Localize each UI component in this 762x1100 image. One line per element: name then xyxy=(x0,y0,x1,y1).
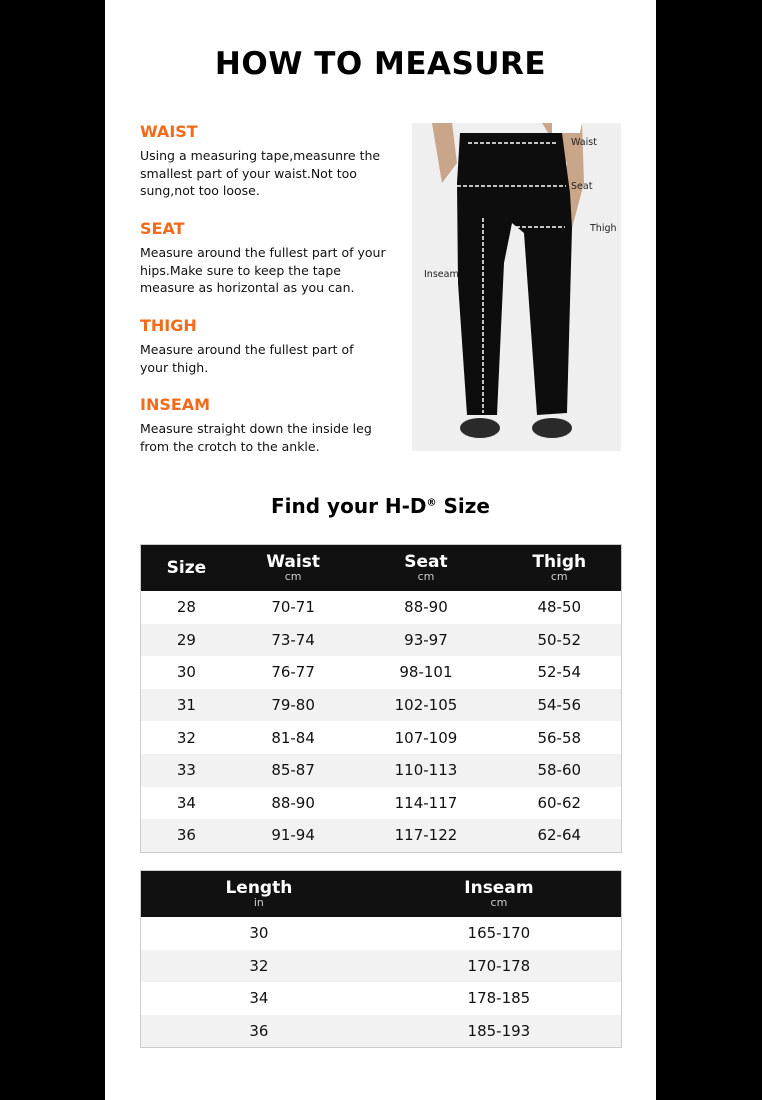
column-header: Seat cm xyxy=(354,544,498,591)
pants-measurement-image: Waist Seat Thigh Inseam xyxy=(412,123,621,451)
header-label: Length xyxy=(225,877,293,898)
table-row: 32 81-84 107-109 56-58 xyxy=(141,721,622,754)
table-row: 36 91-94 117-122 62-64 xyxy=(140,819,622,853)
table-cell: 32 xyxy=(176,728,196,747)
column-header: Length in xyxy=(140,870,377,917)
table-row: 30 76-77 98-101 52-54 xyxy=(141,656,622,689)
table-cell: 185-193 xyxy=(376,1014,622,1048)
title-text: Find your H-D xyxy=(271,494,427,518)
table-cell: 85-87 xyxy=(231,753,355,787)
table-row: 32 170-178 xyxy=(140,949,622,983)
section-seat: SEAT Measure around the fullest part of … xyxy=(140,219,400,297)
table-cell: 28 xyxy=(176,598,196,617)
header-label: Inseam xyxy=(464,877,534,898)
section-text: Using a measuring tape,measunre the smal… xyxy=(140,148,381,198)
table-cell: 79-80 xyxy=(231,688,355,722)
table-cell: 32 xyxy=(140,949,377,983)
length-table: Length in Inseam cm 30 165-170 32 170-178 34 178… xyxy=(140,870,622,1049)
table-row: 34 178-185 xyxy=(141,982,622,1015)
table-cell: 81-84 xyxy=(271,728,315,747)
table-cell: 117-122 xyxy=(354,819,498,853)
header-label: Waist xyxy=(266,551,320,572)
table-row: 30 165-170 xyxy=(141,917,622,950)
header-label: Seat xyxy=(404,551,448,572)
section-heading: SEAT xyxy=(140,219,185,238)
table-cell: 170-178 xyxy=(376,949,622,983)
table-cell: 56-58 xyxy=(537,728,582,747)
header-unit: cm xyxy=(417,569,435,583)
section-text: Measure around the fullest part of your … xyxy=(140,245,386,295)
table-cell: 36 xyxy=(140,1014,377,1048)
header-unit: cm xyxy=(550,569,568,583)
header-unit: in xyxy=(253,895,264,909)
table-cell: 29 xyxy=(140,623,232,657)
table-cell: 58-60 xyxy=(497,753,622,787)
section-heading: THIGH xyxy=(140,316,197,335)
page-title: HOW TO MEASURE xyxy=(214,46,547,82)
header-unit: cm xyxy=(490,895,508,909)
size-table: Size Waist cm Seat cm Thigh cm 28 70-71 88-90 48-… xyxy=(140,544,622,853)
table-cell: 107-109 xyxy=(394,728,458,747)
table-cell: 50-52 xyxy=(497,623,622,657)
section-inseam: INSEAM Measure straight down the inside … xyxy=(140,395,400,455)
table-cell: 88-90 xyxy=(404,598,448,617)
table-cell: 30 xyxy=(176,663,196,682)
column-header: Size xyxy=(140,544,232,591)
photo-label-inseam: Inseam xyxy=(424,269,459,280)
section-text: Measure around the fullest part of your … xyxy=(140,342,354,375)
size-guide-page: HOW TO MEASURE WAIST Using a measuring t… xyxy=(105,0,656,1100)
table-cell: 73-74 xyxy=(231,623,355,657)
table-cell: 178-185 xyxy=(467,989,531,1008)
table-cell: 30 xyxy=(249,924,269,943)
table-cell: 91-94 xyxy=(231,819,355,853)
photo-label-thigh: Thigh xyxy=(590,223,617,234)
title-suffix: Size xyxy=(436,494,490,518)
table-cell: 54-56 xyxy=(497,688,622,722)
table-cell: 98-101 xyxy=(399,663,453,682)
table-cell: 60-62 xyxy=(537,793,582,812)
table-row: 31 79-80 102-105 54-56 xyxy=(140,688,622,722)
section-thigh: THIGH Measure around the fullest part of… xyxy=(140,316,400,376)
header-label: Thigh xyxy=(532,551,587,572)
table-row: 34 88-90 114-117 60-62 xyxy=(141,787,622,820)
table-row: 29 73-74 93-97 50-52 xyxy=(140,623,622,657)
table-cell: 48-50 xyxy=(537,598,582,617)
column-header: Waist cm xyxy=(231,544,355,591)
size-table-title: Find your H-D® Size xyxy=(105,494,656,518)
table-cell: 88-90 xyxy=(271,793,315,812)
table-cell: 33 xyxy=(140,753,232,787)
table-cell: 114-117 xyxy=(394,793,458,812)
table-cell: 76-77 xyxy=(271,663,315,682)
column-header: Thigh cm xyxy=(497,544,622,591)
table-cell: 110-113 xyxy=(354,753,498,787)
header-unit: cm xyxy=(284,569,302,583)
table-cell: 34 xyxy=(249,989,269,1008)
registered-mark: ® xyxy=(426,497,437,509)
photo-label-seat: Seat xyxy=(571,181,593,192)
table-cell: 102-105 xyxy=(354,688,498,722)
section-heading: INSEAM xyxy=(140,395,211,414)
table-cell: 70-71 xyxy=(271,598,315,617)
table-cell: 93-97 xyxy=(354,623,498,657)
pants-illustration xyxy=(432,123,584,438)
section-waist: WAIST Using a measuring tape,measunre th… xyxy=(140,122,400,200)
column-header: Inseam cm xyxy=(376,870,622,917)
table-cell: 62-64 xyxy=(497,819,622,853)
table-cell: 165-170 xyxy=(467,924,531,943)
table-row: 28 70-71 88-90 48-50 xyxy=(141,591,622,624)
table-cell: 31 xyxy=(140,688,232,722)
table-cell: 34 xyxy=(176,793,196,812)
table-row: 33 85-87 110-113 58-60 xyxy=(140,753,622,787)
table-cell: 36 xyxy=(140,819,232,853)
photo-label-waist: Waist xyxy=(571,137,597,148)
section-heading: WAIST xyxy=(140,122,198,141)
table-row: 36 185-193 xyxy=(140,1014,622,1048)
header-label: Size xyxy=(166,557,207,578)
section-text: Measure straight down the inside leg fro… xyxy=(140,421,372,454)
table-cell: 52-54 xyxy=(537,663,582,682)
